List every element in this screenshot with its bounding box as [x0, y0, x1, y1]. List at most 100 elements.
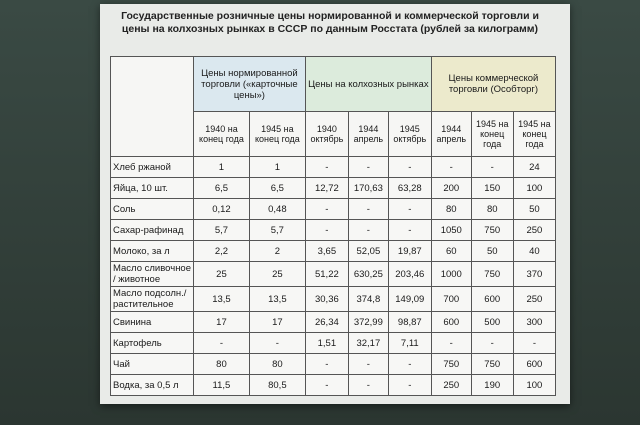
subheader-row: 1940 на конец года 1945 на конец года 1940…: [111, 111, 557, 157]
cell: 80: [430, 198, 472, 220]
data-row: Масло сливочное / животное 25 25 51,22 630,2…: [110, 261, 557, 287]
cell: -: [470, 332, 514, 354]
cell: 5,7: [248, 219, 306, 241]
cell: -: [347, 353, 389, 375]
column-header: 1945 на конец года: [470, 111, 514, 157]
cell: 11,5: [193, 374, 250, 396]
cell: 5,7: [193, 219, 250, 241]
row-label: Соль: [110, 198, 194, 220]
row-label: Чай: [110, 353, 194, 375]
cell: 1: [193, 156, 250, 178]
data-row: Соль 0,12 0,48- - -80 80 50: [110, 198, 557, 220]
cell: 98,87: [387, 311, 432, 333]
cell: 50: [512, 198, 557, 220]
cell: 600: [470, 286, 514, 312]
cell: 600: [512, 353, 557, 375]
cell: -: [512, 332, 557, 354]
cell: -: [347, 198, 389, 220]
cell: 750: [470, 261, 514, 287]
cell: 250: [430, 374, 472, 396]
data-row: Свинина 17 17 26,34 372,99 98,87 600 500 300: [110, 311, 557, 333]
cell: -: [387, 374, 432, 396]
corner-cell: [110, 56, 194, 157]
column-header: 1940 октябрь: [304, 111, 349, 157]
cell: 80: [248, 353, 306, 375]
cell: 300: [512, 311, 557, 333]
title: Государственные розничные цены нормирова…: [121, 10, 539, 35]
price-table: Цены нормированной торговли («карточные …: [110, 56, 557, 396]
cell: 17: [193, 311, 250, 333]
cell: 6,5: [193, 177, 250, 199]
cell: 1: [248, 156, 306, 178]
cell: 80,5: [248, 374, 306, 396]
cell: 250: [512, 286, 557, 312]
data-row: Хлеб ржаной 1 1- - - - -24: [110, 156, 557, 178]
cell: 149,09: [387, 286, 432, 312]
cell: 2,2: [193, 240, 250, 262]
cell: 12,72: [304, 177, 349, 199]
group-header: Цены нормированной торговли («карточные …: [193, 56, 306, 112]
column-header: 1944 апрель: [347, 111, 389, 157]
row-label: Водка, за 0,5 л: [110, 374, 194, 396]
cell: -: [387, 219, 432, 241]
cell: 50: [470, 240, 514, 262]
row-label: Яйца, 10 шт.: [110, 177, 194, 199]
cell: 200: [430, 177, 472, 199]
cell: 13,5: [193, 286, 250, 312]
cell: 0,48: [248, 198, 306, 220]
cell: 40: [512, 240, 557, 262]
cell: 170,63: [347, 177, 389, 199]
cell: -: [470, 156, 514, 178]
data-row: Водка, за 0,5 л 11,5 80,5- - -250 190 100: [110, 374, 557, 396]
cell: 60: [430, 240, 472, 262]
cell: 80: [470, 198, 514, 220]
cell: -: [193, 332, 250, 354]
cell: 750: [430, 353, 472, 375]
row-label: Хлеб ржаной: [110, 156, 194, 178]
cell: 700: [430, 286, 472, 312]
cell: -: [387, 353, 432, 375]
cell: -: [430, 156, 472, 178]
column-header: 1945 на конец года: [512, 111, 557, 157]
cell: 25: [248, 261, 306, 287]
cell: 1050: [430, 219, 472, 241]
cell: 1,51: [304, 332, 349, 354]
cell: 32,17: [347, 332, 389, 354]
cell: 100: [512, 374, 557, 396]
cell: 80: [193, 353, 250, 375]
data-row: Чай 80 80- - -750 750 600: [110, 353, 557, 375]
cell: 0,12: [193, 198, 250, 220]
cell: 7,11: [387, 332, 432, 354]
cell: -: [347, 156, 389, 178]
cell: -: [387, 156, 432, 178]
cell: -: [347, 374, 389, 396]
cell: 25: [193, 261, 250, 287]
row-label: Масло сливочное / животное: [110, 261, 194, 287]
cell: -: [387, 198, 432, 220]
cell: 30,36: [304, 286, 349, 312]
row-label: Картофель: [110, 332, 194, 354]
cell: -: [304, 156, 349, 178]
cell: 600: [430, 311, 472, 333]
cell: 24: [512, 156, 557, 178]
cell: 750: [470, 219, 514, 241]
cell: -: [304, 198, 349, 220]
cell: 2: [248, 240, 306, 262]
cell: 190: [470, 374, 514, 396]
cell: 17: [248, 311, 306, 333]
cell: 372,99: [347, 311, 389, 333]
cell: 203,46: [387, 261, 432, 287]
column-header: 1945 октябрь: [387, 111, 432, 157]
data-row: Картофель - -1,51 32,17 7,11- - -: [110, 332, 557, 354]
cell: 13,5: [248, 286, 306, 312]
cell: 26,34: [304, 311, 349, 333]
cell: 750: [470, 353, 514, 375]
row-label: Свинина: [110, 311, 194, 333]
data-row: Масло подсолн./ растительное 13,5 13,5 30,3…: [110, 286, 557, 312]
cell: 500: [470, 311, 514, 333]
cell: 52,05: [347, 240, 389, 262]
cell: -: [248, 332, 306, 354]
column-header: 1940 на конец года: [193, 111, 250, 157]
group-header: Цены коммерческой торговли (Особторг): [430, 56, 557, 112]
